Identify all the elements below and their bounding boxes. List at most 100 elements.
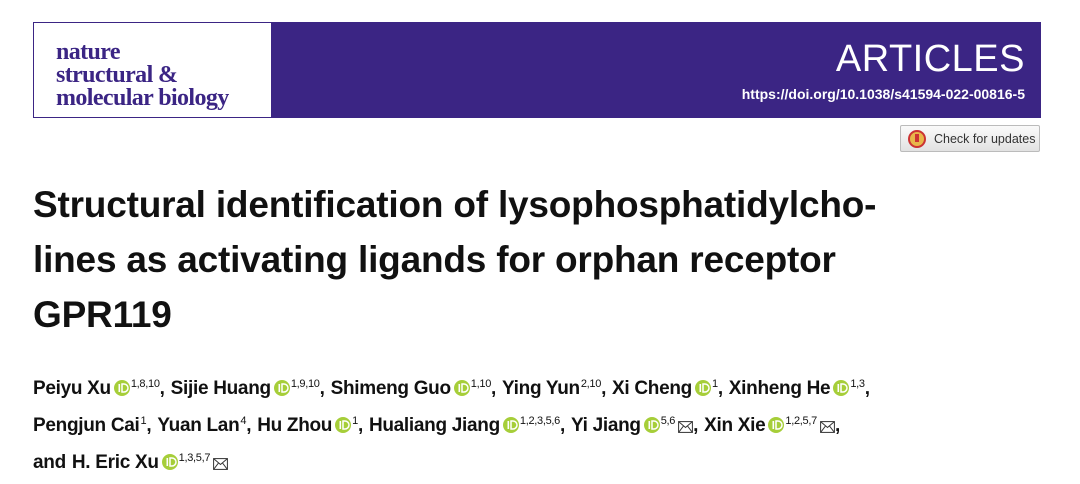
orcid-mark [166, 458, 168, 466]
journal-logo[interactable]: nature structural & molecular biology [34, 23, 271, 117]
orcid-mark [650, 420, 659, 430]
affiliation-numbers: 1,2,3,5,6 [519, 415, 560, 427]
email-icon[interactable] [820, 421, 835, 433]
logo-line: structural & [56, 62, 178, 88]
orcid-icon[interactable] [335, 417, 352, 433]
separator: , [357, 415, 363, 436]
orcid-mark [702, 383, 710, 393]
envelope [213, 458, 229, 470]
article-title: Structural identification of lysophospha… [33, 177, 876, 342]
separator: , [834, 415, 840, 436]
check-updates-label: Check for updates [934, 131, 1036, 146]
orcid-icon[interactable] [833, 380, 850, 396]
orcid-icon[interactable] [161, 454, 178, 470]
orcid-mark [281, 383, 289, 393]
author-line: Pengjun Cai1, Yuan Lan4, Hu Zhou 1, Hualiang… [33, 405, 876, 442]
separator: , [717, 378, 723, 399]
check-icon [908, 129, 926, 148]
email-icon[interactable] [678, 421, 694, 433]
separator: , [864, 378, 870, 399]
affiliation-numbers: 1,10 [470, 378, 492, 390]
affiliation-numbers: 1,3,5,7 [178, 452, 211, 464]
title-line: lines as activating ligands for orphan r… [33, 239, 836, 280]
orcid-mark [699, 384, 702, 392]
author-name: H. Eric Xu [71, 452, 159, 473]
orcid-mark [840, 383, 849, 393]
conjunction: and [33, 452, 66, 473]
affiliation-numbers: 1 [140, 415, 147, 427]
orcid-icon[interactable] [502, 417, 519, 433]
separator: , [319, 378, 325, 399]
envelope [678, 421, 694, 433]
author-name: Sijie Huang [170, 378, 271, 399]
orcid-mark [458, 384, 460, 392]
orcid-mark [507, 421, 509, 429]
affiliation-numbers: 1,2,5,7 [785, 415, 817, 427]
author-name: Xinheng He [728, 378, 831, 399]
author-list: Peiyu Xu 1,8,10, Sijie Huang 1,9,10, Shimeng… [33, 368, 876, 479]
author: Hu Zhou 1 [257, 415, 358, 436]
author: Peiyu Xu 1,8,10 [33, 378, 160, 399]
separator: , [693, 415, 699, 436]
author: Hualiang Jiang 1,2,3,5,6 [369, 415, 560, 436]
affiliation-numbers: 1,9,10 [290, 378, 320, 390]
separator: , [601, 378, 607, 399]
separator: , [246, 415, 252, 436]
author-line: and H. Eric Xu 1,3,5,7 [33, 442, 876, 479]
author-name: Yi Jiang [570, 415, 641, 436]
author: Xi Cheng 1 [612, 378, 718, 399]
author-name: Xi Cheng [612, 378, 692, 399]
orcid-mark [772, 421, 775, 429]
orcid-icon[interactable] [453, 380, 470, 396]
author: H. Eric Xu 1,3,5,7 [71, 452, 229, 473]
author-name: Ying Yun [502, 378, 580, 399]
orcid-icon[interactable] [643, 417, 660, 433]
orcid-mark [278, 384, 280, 392]
author-name: Hu Zhou [257, 415, 333, 436]
affiliation-numbers: 1 [352, 415, 358, 427]
orcid-mark [168, 457, 177, 467]
affiliation-numbers: 4 [240, 415, 247, 427]
author-name: Xin Xie [704, 415, 766, 436]
author-name: Hualiang Jiang [368, 415, 500, 436]
author: Ying Yun2,10 [502, 378, 601, 399]
separator: , [159, 378, 165, 399]
author: Pengjun Cai1 [33, 415, 147, 436]
email-icon[interactable] [213, 458, 229, 470]
orcid-mark [461, 383, 469, 393]
author: Xin Xie 1,2,5,7 [704, 415, 835, 436]
affiliation-numbers: 1,8,10 [130, 378, 160, 390]
orcid-mark [648, 421, 650, 429]
orcid-icon[interactable] [768, 417, 785, 433]
separator: , [146, 415, 152, 436]
orcid-mark [342, 420, 350, 430]
affiliation-numbers: 1,3 [850, 378, 865, 390]
envelope-flap [820, 421, 835, 433]
journal-header: nature structural & molecular biology AR… [33, 22, 1041, 118]
check-updates-button[interactable]: Check for updates [900, 125, 1040, 152]
envelope-flap [213, 458, 228, 470]
affiliation-numbers: 5,6 [660, 415, 676, 427]
envelope [820, 421, 835, 433]
logo-line: molecular biology [56, 85, 229, 111]
orcid-icon[interactable] [113, 380, 130, 396]
author-name: Peiyu Xu [33, 378, 111, 399]
envelope-flap [678, 421, 693, 433]
author: Sijie Huang 1,9,10 [171, 378, 320, 399]
separator: , [560, 415, 565, 436]
orcid-mark [510, 420, 518, 430]
doi-link[interactable]: https://doi.org/10.1038/s41594-022-00816… [741, 86, 1025, 102]
author-name: Shimeng Guo [330, 378, 452, 399]
affiliation-numbers: 1 [711, 378, 718, 390]
separator: , [491, 378, 496, 399]
orcid-mark [339, 421, 342, 429]
section-label: ARTICLES [835, 38, 1025, 80]
logo-line: nature [56, 39, 121, 65]
author: Shimeng Guo 1,10 [330, 378, 492, 399]
orcid-icon[interactable] [273, 380, 290, 396]
title-line: Structural identification of lysophospha… [33, 184, 877, 225]
author-name: Pengjun Cai [33, 415, 140, 436]
title-line: GPR119 [33, 294, 172, 335]
orcid-icon[interactable] [694, 380, 711, 396]
